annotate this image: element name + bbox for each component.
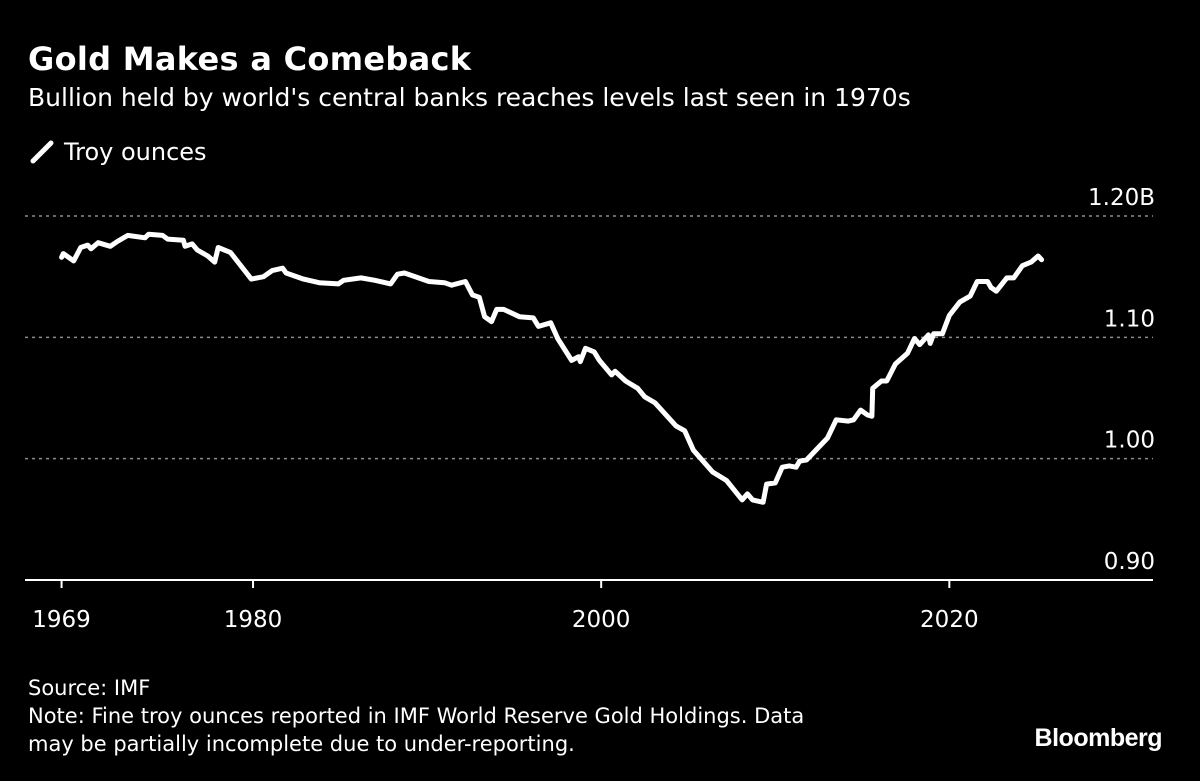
chart-title: Gold Makes a Comeback [28,40,472,78]
y-tick-label: 1.20B [1088,185,1155,211]
chart-subtitle: Bullion held by world's central banks re… [28,83,911,112]
y-tick-label: 0.90 [1104,549,1155,575]
legend-line-icon [30,140,54,164]
y-tick-label: 1.00 [1104,428,1155,454]
x-tick-label: 1969 [32,607,91,633]
x-tick-label: 1980 [224,607,283,633]
x-tick-label: 2020 [920,607,979,633]
y-tick-label: 1.10 [1104,306,1155,332]
legend-label: Troy ounces [64,138,207,166]
footer: Source: IMF Note: Fine troy ounces repor… [28,674,804,758]
series-line-troy-ounces [59,231,1045,505]
note-text-2: may be partially incomplete due to under… [28,732,575,756]
bloomberg-logo: Bloomberg [1034,724,1163,752]
note-text-1: Note: Fine troy ounces reported in IMF W… [28,704,805,728]
x-tick-label: 2000 [572,607,631,633]
source-text: Source: IMF [28,676,151,700]
legend: Troy ounces [30,138,207,166]
